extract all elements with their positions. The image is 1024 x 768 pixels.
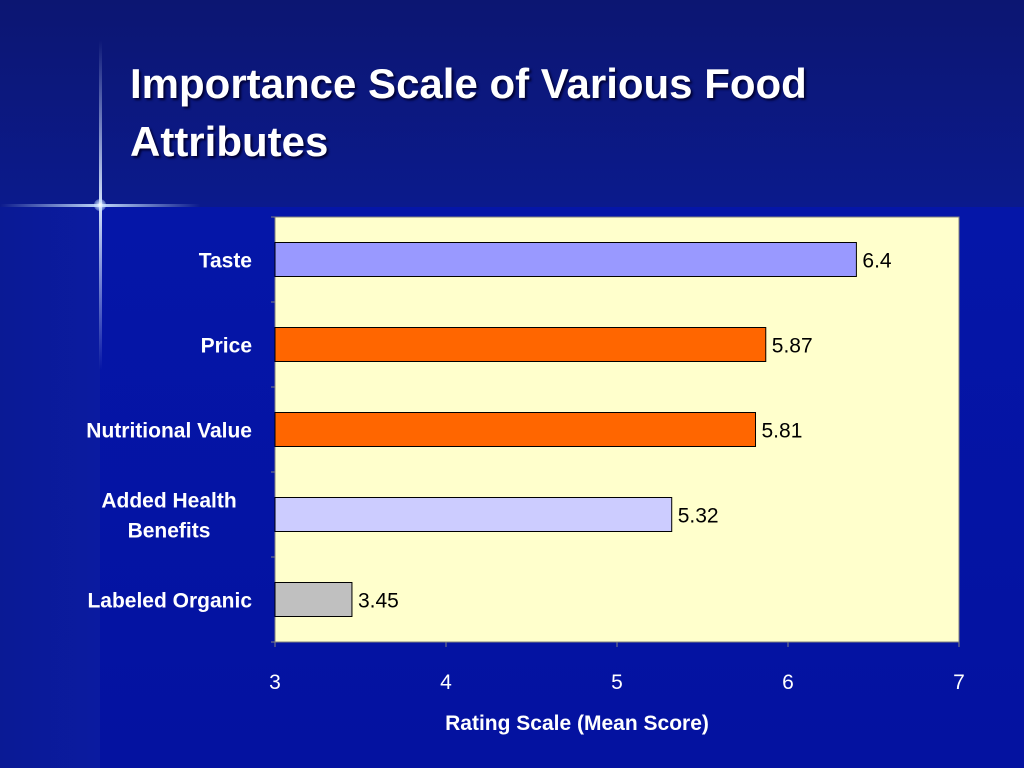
data-label: 3.45 [358, 590, 399, 613]
category-labels-group: Taste Price Nutritional Value Added Health B… [86, 250, 252, 613]
bar [274, 327, 767, 362]
category-label: Nutritional Value [86, 420, 252, 443]
data-label: 5.87 [772, 335, 813, 358]
x-tick-label: 5 [611, 671, 623, 694]
category-label: Benefits [128, 520, 211, 543]
x-tick-label: 7 [953, 671, 965, 694]
category-label: Added Health [101, 490, 236, 513]
data-label: 6.4 [862, 250, 892, 273]
bar [274, 497, 673, 532]
category-label: Price [201, 335, 252, 358]
x-tick-label: 6 [782, 671, 794, 694]
data-label: 5.81 [762, 420, 803, 443]
slide-title: Importance Scale of Various Food Attribu… [130, 60, 807, 165]
x-axis: 3 4 5 6 7 [269, 216, 965, 694]
sparkle-icon [94, 199, 106, 211]
left-band [0, 207, 100, 768]
x-tick-label: 3 [269, 671, 281, 694]
bar [274, 582, 353, 617]
bars-group [274, 242, 857, 617]
title-band [0, 0, 1024, 207]
data-label: 5.32 [678, 505, 719, 528]
x-tick-label: 4 [440, 671, 452, 694]
category-label: Labeled Organic [87, 590, 252, 613]
data-labels-group: 6.4 5.87 5.81 5.32 3.45 [358, 250, 892, 613]
bar [274, 242, 857, 277]
x-axis-title: Rating Scale (Mean Score) [445, 712, 709, 735]
bar [274, 412, 757, 447]
category-label: Taste [199, 250, 252, 273]
